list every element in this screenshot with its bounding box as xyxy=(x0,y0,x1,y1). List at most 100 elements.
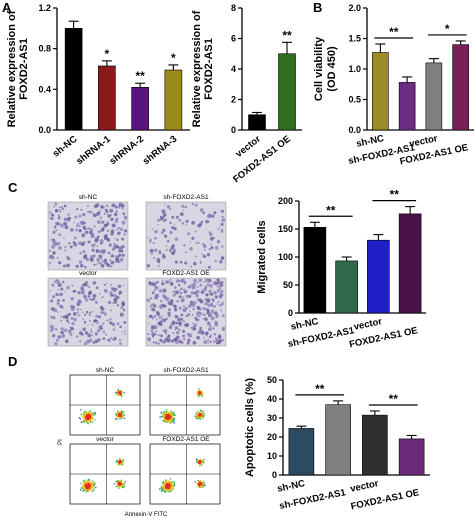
stained-cell xyxy=(182,209,184,212)
stained-cell xyxy=(114,287,118,291)
flow-event xyxy=(200,482,202,484)
stained-cell xyxy=(63,328,68,332)
flow-event xyxy=(83,490,85,492)
flow-event xyxy=(170,421,172,424)
flow-event xyxy=(197,389,200,392)
flow-event xyxy=(121,413,124,416)
stained-cell xyxy=(204,285,207,288)
stained-cell xyxy=(82,311,84,313)
stained-cell xyxy=(202,307,206,311)
stained-cell xyxy=(111,247,116,252)
stained-cell xyxy=(121,237,125,241)
stained-cell xyxy=(221,245,224,248)
stained-cell xyxy=(178,218,182,222)
flow-event xyxy=(173,481,175,483)
flow-event xyxy=(117,414,119,416)
stained-cell xyxy=(175,215,179,219)
stained-cell xyxy=(190,291,195,295)
flow-event xyxy=(195,416,197,418)
stained-cell xyxy=(64,249,67,252)
y-tick-label: 10 xyxy=(267,451,277,461)
stained-cell xyxy=(83,220,85,223)
flow-event xyxy=(123,483,125,485)
stained-cell xyxy=(70,296,75,301)
stained-cell xyxy=(148,282,152,286)
flow-cytometry-plots: sh-NC sh-FOXD2-AS1 vector FOXD2-AS1 OE P… xyxy=(58,367,221,518)
stained-cell xyxy=(208,313,212,318)
flow-event xyxy=(166,482,168,484)
stained-cell xyxy=(106,238,111,242)
flow-event xyxy=(200,463,202,466)
stained-cell xyxy=(218,285,221,288)
flow-event xyxy=(197,391,199,393)
flow-event xyxy=(166,484,168,486)
flow-event xyxy=(121,482,124,484)
stained-cell xyxy=(219,287,222,290)
category-label: sh-NC xyxy=(355,133,385,150)
stained-cell xyxy=(149,305,152,308)
stained-cell xyxy=(188,334,192,338)
flow-event xyxy=(163,415,165,417)
flow-event xyxy=(94,483,96,485)
stained-cell xyxy=(100,205,104,209)
stained-cell xyxy=(48,249,52,253)
panel-letter-b: B xyxy=(313,0,322,15)
stained-cell xyxy=(152,335,155,338)
micrograph-title-3: vector xyxy=(79,270,98,277)
stained-cell xyxy=(82,225,86,229)
stained-cell xyxy=(111,338,114,341)
flow-event xyxy=(169,413,171,415)
stained-cell xyxy=(194,290,198,293)
flow-event xyxy=(168,490,170,492)
stained-cell xyxy=(55,292,59,297)
stained-cell xyxy=(184,261,188,265)
stained-cell xyxy=(149,238,153,242)
stained-cell xyxy=(193,327,196,331)
flow-event xyxy=(90,485,93,488)
bar xyxy=(248,114,266,131)
stained-cell xyxy=(214,259,217,263)
flow-event xyxy=(87,423,90,425)
stained-cell xyxy=(205,219,209,224)
stained-cell xyxy=(104,333,108,336)
stained-cell xyxy=(148,322,150,325)
category-label: shRNA-3 xyxy=(141,134,179,167)
stained-cell xyxy=(73,317,77,322)
stained-cell xyxy=(109,259,112,262)
stained-cell xyxy=(170,339,174,343)
stained-cell xyxy=(162,288,167,293)
y-tick-label: 2.0 xyxy=(348,3,361,13)
flow-event xyxy=(162,419,164,422)
stained-cell xyxy=(119,325,122,329)
flow-event xyxy=(171,414,173,416)
stained-cell xyxy=(174,337,178,342)
bar xyxy=(278,53,296,131)
flow-event xyxy=(121,460,123,463)
flow-event xyxy=(161,489,163,491)
flow-event xyxy=(83,487,85,489)
stained-cell xyxy=(94,339,99,344)
stained-cell xyxy=(121,244,125,249)
stained-cell xyxy=(67,312,71,317)
stained-cell xyxy=(207,341,210,344)
stained-cell xyxy=(55,328,58,331)
stained-cell xyxy=(156,258,161,263)
stained-cell xyxy=(51,244,56,249)
flow-event xyxy=(83,417,86,420)
stained-cell xyxy=(78,260,83,264)
y-tick-label: 0.8 xyxy=(38,44,51,54)
stained-cell xyxy=(178,322,181,325)
stained-cell xyxy=(87,295,91,298)
stained-cell xyxy=(50,328,54,332)
stained-cell xyxy=(77,299,82,304)
stained-cell xyxy=(192,301,197,305)
flow-event xyxy=(114,483,116,485)
stained-cell xyxy=(88,338,93,343)
flow-event xyxy=(200,486,203,488)
stained-cell xyxy=(115,295,120,300)
stained-cell xyxy=(213,211,217,215)
flow-event xyxy=(202,461,204,463)
stained-cell xyxy=(102,220,105,224)
stained-cell xyxy=(58,208,61,211)
